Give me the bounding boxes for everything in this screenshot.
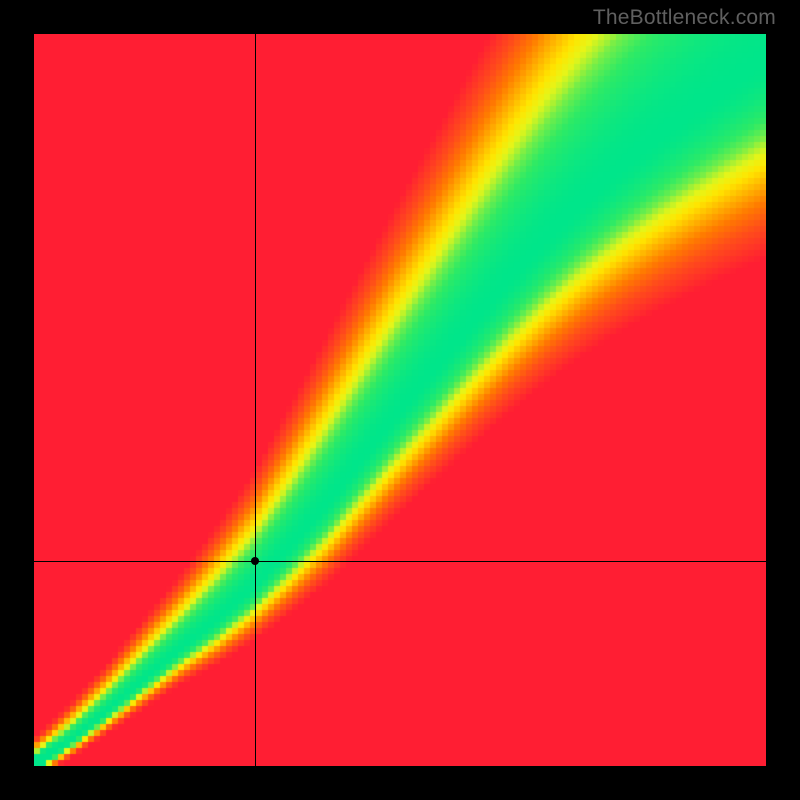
crosshair-vertical bbox=[255, 34, 256, 766]
crosshair-horizontal bbox=[34, 561, 766, 562]
crosshair-marker bbox=[251, 557, 259, 565]
heatmap-canvas bbox=[34, 34, 766, 766]
watermark-text: TheBottleneck.com bbox=[593, 6, 776, 30]
bottleneck-heatmap bbox=[34, 34, 766, 766]
